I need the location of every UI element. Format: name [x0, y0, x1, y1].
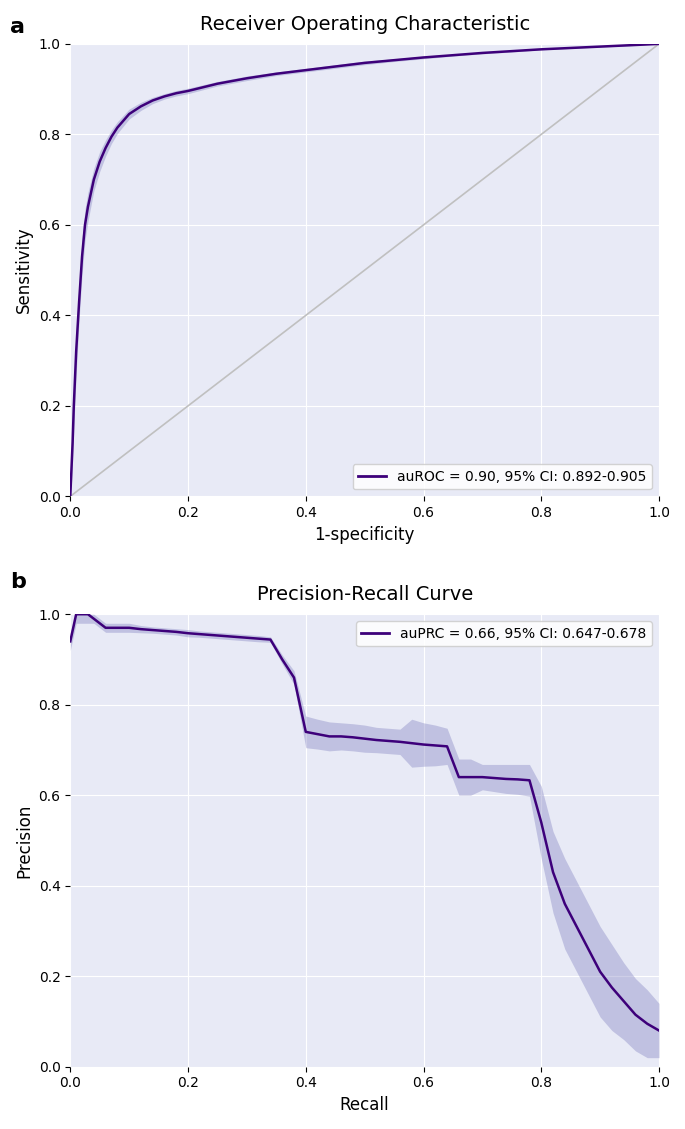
- X-axis label: 1-specificity: 1-specificity: [314, 526, 415, 544]
- Text: b: b: [10, 572, 26, 593]
- Y-axis label: Precision: Precision: [15, 804, 33, 877]
- X-axis label: Recall: Recall: [340, 1096, 390, 1114]
- Text: a: a: [10, 17, 25, 37]
- Y-axis label: Sensitivity: Sensitivity: [15, 227, 33, 314]
- Legend: auROC = 0.90, 95% CI: 0.892-0.905: auROC = 0.90, 95% CI: 0.892-0.905: [353, 464, 652, 490]
- Legend: auPRC = 0.66, 95% CI: 0.647-0.678: auPRC = 0.66, 95% CI: 0.647-0.678: [356, 621, 652, 646]
- Title: Precision-Recall Curve: Precision-Recall Curve: [256, 585, 473, 604]
- Title: Receiver Operating Characteristic: Receiver Operating Characteristic: [199, 15, 530, 34]
